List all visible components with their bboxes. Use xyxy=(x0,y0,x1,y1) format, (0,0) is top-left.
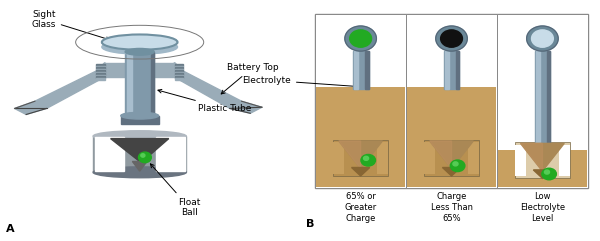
Ellipse shape xyxy=(93,167,186,178)
Polygon shape xyxy=(125,52,154,116)
Polygon shape xyxy=(339,141,361,169)
Polygon shape xyxy=(95,137,124,171)
Circle shape xyxy=(542,168,556,180)
Polygon shape xyxy=(133,161,147,171)
Circle shape xyxy=(527,26,558,51)
Polygon shape xyxy=(96,69,105,70)
Ellipse shape xyxy=(93,131,186,142)
Ellipse shape xyxy=(102,34,178,50)
Polygon shape xyxy=(175,76,184,78)
Polygon shape xyxy=(443,51,460,88)
Polygon shape xyxy=(14,63,113,114)
Circle shape xyxy=(532,30,553,47)
Polygon shape xyxy=(445,51,449,88)
FancyBboxPatch shape xyxy=(497,14,588,188)
Text: Battery Top: Battery Top xyxy=(221,63,278,94)
Text: B: B xyxy=(306,219,314,229)
Text: Charge
Less Than
65%: Charge Less Than 65% xyxy=(431,192,473,223)
FancyBboxPatch shape xyxy=(424,140,479,176)
Polygon shape xyxy=(96,78,105,80)
Polygon shape xyxy=(175,66,184,67)
Polygon shape xyxy=(127,52,131,116)
FancyBboxPatch shape xyxy=(316,87,406,187)
Circle shape xyxy=(361,154,376,166)
Polygon shape xyxy=(121,116,158,124)
Polygon shape xyxy=(175,67,184,69)
Polygon shape xyxy=(110,139,169,163)
Text: Float
Ball: Float Ball xyxy=(151,164,200,217)
Polygon shape xyxy=(365,51,368,88)
FancyBboxPatch shape xyxy=(406,14,497,188)
Circle shape xyxy=(436,26,467,51)
Polygon shape xyxy=(96,70,105,72)
Polygon shape xyxy=(96,72,105,73)
Text: Plastic Tube: Plastic Tube xyxy=(158,89,251,113)
Polygon shape xyxy=(533,170,551,178)
Polygon shape xyxy=(93,136,186,172)
Polygon shape xyxy=(155,137,185,171)
Polygon shape xyxy=(175,75,184,76)
FancyBboxPatch shape xyxy=(315,14,406,188)
Polygon shape xyxy=(442,167,461,176)
Polygon shape xyxy=(175,70,184,72)
Polygon shape xyxy=(166,63,262,113)
Text: Sight
Glass: Sight Glass xyxy=(31,10,110,40)
FancyBboxPatch shape xyxy=(334,142,344,174)
Polygon shape xyxy=(535,51,550,151)
Polygon shape xyxy=(430,141,452,169)
Polygon shape xyxy=(175,73,184,75)
FancyBboxPatch shape xyxy=(424,142,435,174)
Circle shape xyxy=(139,152,151,163)
Polygon shape xyxy=(96,76,105,78)
Polygon shape xyxy=(352,167,370,176)
Circle shape xyxy=(141,154,145,157)
Polygon shape xyxy=(175,72,184,73)
FancyBboxPatch shape xyxy=(334,140,388,176)
Polygon shape xyxy=(430,141,473,169)
FancyBboxPatch shape xyxy=(315,14,588,188)
Polygon shape xyxy=(175,64,184,66)
Text: Low
Electrolyte
Level: Low Electrolyte Level xyxy=(520,192,565,223)
Circle shape xyxy=(453,162,458,166)
Polygon shape xyxy=(175,78,184,80)
Text: A: A xyxy=(6,224,14,234)
Circle shape xyxy=(350,30,371,47)
Polygon shape xyxy=(547,51,550,151)
Circle shape xyxy=(544,170,550,174)
FancyBboxPatch shape xyxy=(515,142,570,178)
Polygon shape xyxy=(175,69,184,70)
Circle shape xyxy=(440,30,463,47)
Polygon shape xyxy=(96,67,105,69)
FancyBboxPatch shape xyxy=(407,87,496,187)
Ellipse shape xyxy=(125,48,154,55)
Polygon shape xyxy=(521,143,542,171)
FancyBboxPatch shape xyxy=(559,145,570,176)
Polygon shape xyxy=(339,141,382,169)
Polygon shape xyxy=(354,51,358,88)
Polygon shape xyxy=(536,51,540,151)
Polygon shape xyxy=(96,75,105,76)
Text: Electrolyte: Electrolyte xyxy=(242,76,366,89)
Polygon shape xyxy=(151,52,154,116)
Polygon shape xyxy=(353,51,368,88)
FancyBboxPatch shape xyxy=(515,145,526,176)
FancyBboxPatch shape xyxy=(468,142,479,174)
Polygon shape xyxy=(457,51,460,88)
Circle shape xyxy=(451,160,465,172)
Text: 65% or
Greater
Charge: 65% or Greater Charge xyxy=(344,192,377,223)
FancyBboxPatch shape xyxy=(377,142,388,174)
Polygon shape xyxy=(96,64,105,66)
FancyBboxPatch shape xyxy=(497,150,587,187)
Ellipse shape xyxy=(102,40,178,54)
Polygon shape xyxy=(105,63,175,77)
Ellipse shape xyxy=(121,112,158,119)
Circle shape xyxy=(364,156,368,160)
Polygon shape xyxy=(96,73,105,75)
Polygon shape xyxy=(521,143,564,171)
Circle shape xyxy=(345,26,376,51)
Polygon shape xyxy=(96,66,105,67)
